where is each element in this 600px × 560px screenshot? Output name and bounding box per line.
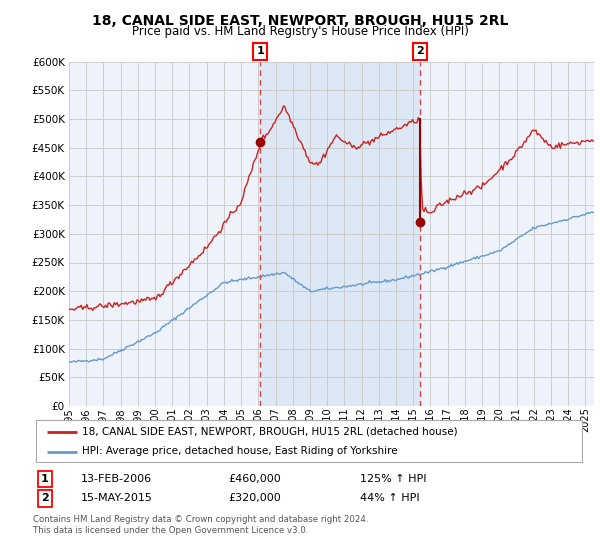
- Text: 1: 1: [257, 46, 264, 57]
- Text: 125% ↑ HPI: 125% ↑ HPI: [360, 474, 427, 484]
- Text: 15-MAY-2015: 15-MAY-2015: [81, 493, 153, 503]
- Text: 18, CANAL SIDE EAST, NEWPORT, BROUGH, HU15 2RL (detached house): 18, CANAL SIDE EAST, NEWPORT, BROUGH, HU…: [82, 427, 458, 437]
- Bar: [260, 62, 419, 406]
- Text: Contains HM Land Registry data © Crown copyright and database right 2024.: Contains HM Land Registry data © Crown c…: [33, 515, 368, 524]
- Text: 2: 2: [41, 493, 49, 503]
- Text: HPI: Average price, detached house, East Riding of Yorkshire: HPI: Average price, detached house, East…: [82, 446, 398, 456]
- Text: 44% ↑ HPI: 44% ↑ HPI: [360, 493, 419, 503]
- Text: £460,000: £460,000: [228, 474, 281, 484]
- Text: 13-FEB-2006: 13-FEB-2006: [81, 474, 152, 484]
- Text: £320,000: £320,000: [228, 493, 281, 503]
- Text: This data is licensed under the Open Government Licence v3.0.: This data is licensed under the Open Gov…: [33, 526, 308, 535]
- Text: 1: 1: [41, 474, 49, 484]
- Text: 2: 2: [416, 46, 424, 57]
- Text: 18, CANAL SIDE EAST, NEWPORT, BROUGH, HU15 2RL: 18, CANAL SIDE EAST, NEWPORT, BROUGH, HU…: [92, 14, 508, 28]
- Text: Price paid vs. HM Land Registry's House Price Index (HPI): Price paid vs. HM Land Registry's House …: [131, 25, 469, 38]
